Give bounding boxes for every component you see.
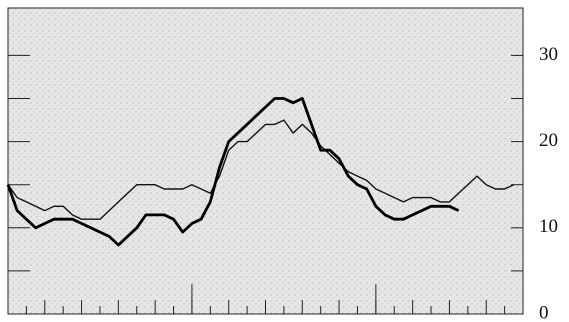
plot-background [8,8,523,314]
y-tick-label: 20 [539,130,558,151]
y-tick-label: 30 [539,44,558,65]
y-tick-label: 0 [539,302,549,322]
series-line [6,97,460,247]
series-line [7,119,515,220]
y-tick-label: 10 [539,216,558,237]
